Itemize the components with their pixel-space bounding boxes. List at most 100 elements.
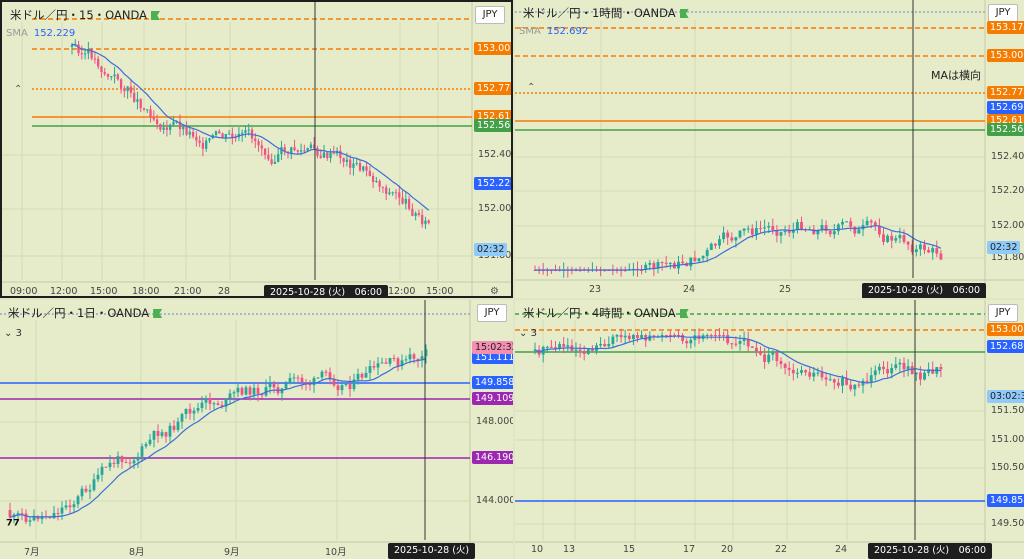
candle-body [672,335,676,336]
candle-body [652,262,656,269]
candle-body [303,150,306,152]
candle-body [148,439,152,445]
candle-body [136,456,140,461]
candle-body [722,335,726,336]
candle-body [869,220,873,223]
candle-body [882,234,885,242]
candle-body [360,373,364,378]
settings-icon[interactable]: ⚙ [490,286,499,297]
candle-body [873,222,877,226]
candle-body [241,132,244,134]
candle-body [133,92,136,102]
candle-body [910,244,914,253]
chart-canvas-15m[interactable] [2,2,513,298]
tradingview-logo-icon: ⁷⁷ [6,516,21,535]
candle-body [352,379,356,390]
candle-body [763,354,767,362]
candle-body [308,384,312,386]
candle-body [427,220,430,223]
candle-body [208,398,212,404]
candle-body [159,124,162,130]
chart-panel-4h[interactable]: 米ドル／円・4時間・OANDA ⌄ 3 JPY 2025-10-28 (火) 0… [515,300,1024,559]
chart-panel-15m[interactable]: 米ドル／円・15・OANDA SMA 152.229 JPY 2025-10-28… [0,0,513,298]
candle-body [886,235,890,242]
time-axis-label: 13 [563,544,576,555]
candle-body [80,53,83,55]
candle-body [149,109,152,118]
candle-body [689,339,693,344]
candle-body [918,372,922,380]
price-tag: 153.001 [474,42,511,55]
price-axis-label: 149.500 [991,518,1024,529]
candle-body [220,404,224,407]
candle-body [224,134,227,138]
candle-body [636,335,639,338]
candle-body [713,335,717,336]
candle-body [816,372,820,374]
currency-button[interactable]: JPY [988,304,1018,322]
candle-body [853,226,857,234]
sma-legend: SMA 152.692 [519,26,589,37]
time-axis-label: 18:00 [132,286,160,297]
candle-body [175,121,178,123]
chart-panel-1h[interactable]: 米ドル／円・1時間・OANDA SMA 152.692 JPY MAは横向 202… [515,0,1024,298]
candle-body [775,352,779,362]
candle-body [407,199,411,209]
candle-body [348,384,352,390]
currency-button[interactable]: JPY [988,4,1018,22]
candle-body [300,377,304,383]
candle-body [198,140,201,143]
chart-canvas-4h[interactable] [515,300,1024,559]
candle-body [414,213,417,216]
candle-body [935,248,939,254]
candle-body [192,410,196,414]
candle-body [668,263,672,265]
candle-body [267,154,270,160]
chart-canvas-1d[interactable] [0,300,513,559]
candle-body [254,138,257,142]
candle-body [332,152,335,154]
currency-button[interactable]: JPY [475,6,505,24]
crosshair-time-tag: 2025-10-28 (火) 06:00 [862,283,987,298]
chart-canvas-1h[interactable] [515,0,1024,298]
candle-body [705,249,709,256]
candle-body [656,262,660,269]
currency-button[interactable]: JPY [477,304,507,322]
candle-body [648,335,652,341]
price-tag: 149.858 [472,376,513,389]
candle-body [216,403,220,405]
candle-body [849,221,853,227]
candle-body [701,255,705,259]
time-axis-label: 10 [531,544,544,555]
candle-body [906,241,910,245]
price-tag: 149.109 [472,392,513,405]
candle-body [299,150,303,152]
candle-body [865,380,869,382]
candle-body [106,73,110,77]
candle-body [126,86,129,92]
candle-body [420,356,424,361]
indicator-count[interactable]: ⌄ 3 [4,328,22,339]
candle-body [709,243,713,250]
price-axis-label: 144.000 [476,495,513,506]
chevron-up-icon[interactable]: ⌃ [14,84,23,95]
candle-body [326,152,329,159]
indicator-count[interactable]: ⌄ 3 [519,328,537,339]
candle-body [200,402,204,409]
candle-body [52,512,56,519]
candle-body [356,373,360,380]
candle-body [342,157,345,162]
candle-body [385,187,388,194]
chevron-up-icon[interactable]: ⌃ [527,82,536,93]
candle-body [890,368,894,374]
price-tag: 151.111 [472,351,513,364]
candle-body [392,358,396,360]
candle-body [857,229,861,234]
candle-body [256,387,260,394]
chart-panel-1d[interactable]: 米ドル／円・1日・OANDA ⌄ 3 JPY 2025-10-28 (火) ⁷⁷… [0,300,513,559]
time-axis-label: 20 [721,544,734,555]
candle-body [195,136,198,141]
candle-body [713,243,717,246]
candle-body [358,163,362,171]
candle-body [754,347,758,352]
